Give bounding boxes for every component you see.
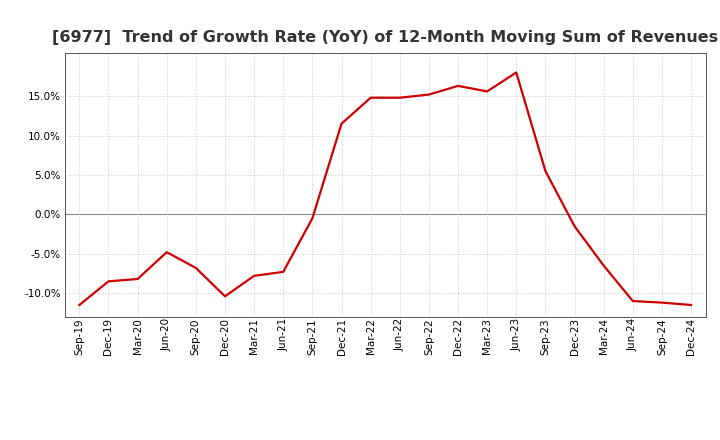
- Title: [6977]  Trend of Growth Rate (YoY) of 12-Month Moving Sum of Revenues: [6977] Trend of Growth Rate (YoY) of 12-…: [52, 29, 719, 45]
